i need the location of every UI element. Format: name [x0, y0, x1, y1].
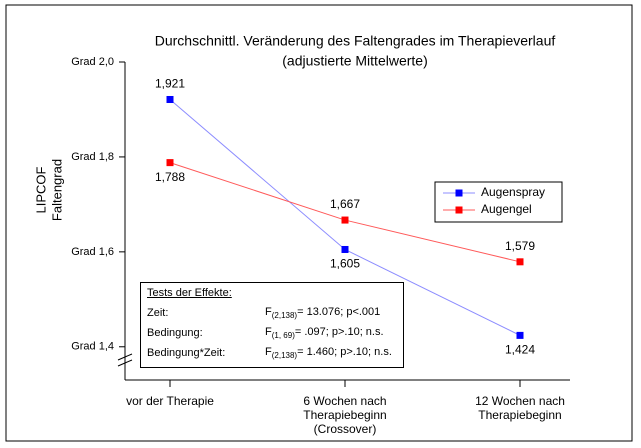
y-axis-label: Faltengrad — [49, 159, 64, 221]
data-point — [516, 258, 524, 266]
y-tick-label: Grad 1,8 — [71, 151, 114, 163]
x-tick-label: 6 Wochen nach Therapiebeginn (Crossover) — [303, 394, 387, 436]
stats-box: Tests der Effekte: Zeit: F(2,138)= 13.076… — [140, 282, 404, 368]
data-label: 1,921 — [155, 77, 185, 91]
stats-row: Bedingung: F(1, 69)= .097; p>.10; n.s. — [147, 323, 397, 343]
stats-text: = .097; p>.10; n.s. — [294, 325, 384, 338]
legend-label: Augenspray — [481, 185, 545, 199]
stats-value: F(2,138)= 1.460; p>.10; n.s. — [265, 346, 392, 360]
stats-label: Bedingung: — [147, 327, 203, 339]
legend-marker — [455, 206, 463, 214]
stats-stat: F — [265, 305, 272, 318]
data-point — [516, 331, 524, 339]
data-label: 1,579 — [505, 239, 535, 253]
data-label: 1,605 — [330, 257, 360, 271]
data-point — [166, 159, 174, 167]
stats-df: (2,138) — [271, 311, 298, 321]
stats-title: Tests der Effekte: — [147, 287, 232, 299]
chart-subtitle: (adjustierte Mittelwerte) — [282, 53, 428, 69]
stats-stat: F — [265, 325, 272, 338]
legend-box — [434, 181, 563, 223]
legend-label: Augengel — [481, 202, 532, 216]
chart-title: Durchschnittl. Veränderung des Faltengra… — [155, 33, 556, 49]
stats-label: Bedingung*Zeit: — [147, 347, 226, 359]
stats-df: (2,138) — [271, 351, 298, 361]
data-point — [341, 216, 349, 224]
stats-text: = 13.076; p<.001 — [297, 305, 381, 318]
data-label: 1,424 — [505, 343, 535, 357]
stats-stat: F — [265, 345, 272, 358]
legend-marker — [455, 189, 463, 197]
y-axis-label: LIPCOF — [33, 166, 48, 213]
axis-break — [117, 359, 133, 367]
stats-value: F(1, 69)= .097; p>.10; n.s. — [265, 326, 384, 340]
data-label: 1,788 — [155, 170, 185, 184]
stats-value: F(2,138)= 13.076; p<.001 — [265, 306, 380, 320]
data-point — [341, 245, 349, 253]
stats-text: = 1.460; p>.10; n.s. — [297, 345, 392, 358]
stats-label: Zeit: — [147, 307, 169, 319]
x-tick-label: vor der Therapie — [126, 394, 214, 408]
y-tick-label: Grad 1,4 — [71, 341, 114, 353]
data-point — [166, 95, 174, 103]
x-tick-label: 12 Wochen nach Therapiebeginn — [475, 394, 565, 422]
data-label: 1,667 — [330, 197, 360, 211]
y-tick-label: Grad 2,0 — [71, 56, 114, 68]
frame — [5, 4, 633, 442]
stats-row: Bedingung*Zeit: F(2,138)= 1.460; p>.10; n… — [147, 343, 397, 363]
axis-break — [117, 353, 133, 361]
y-tick-label: Grad 1,6 — [71, 246, 114, 258]
stats-row: Zeit: F(2,138)= 13.076; p<.001 — [147, 303, 397, 323]
stats-df: (1, 69) — [271, 331, 295, 341]
